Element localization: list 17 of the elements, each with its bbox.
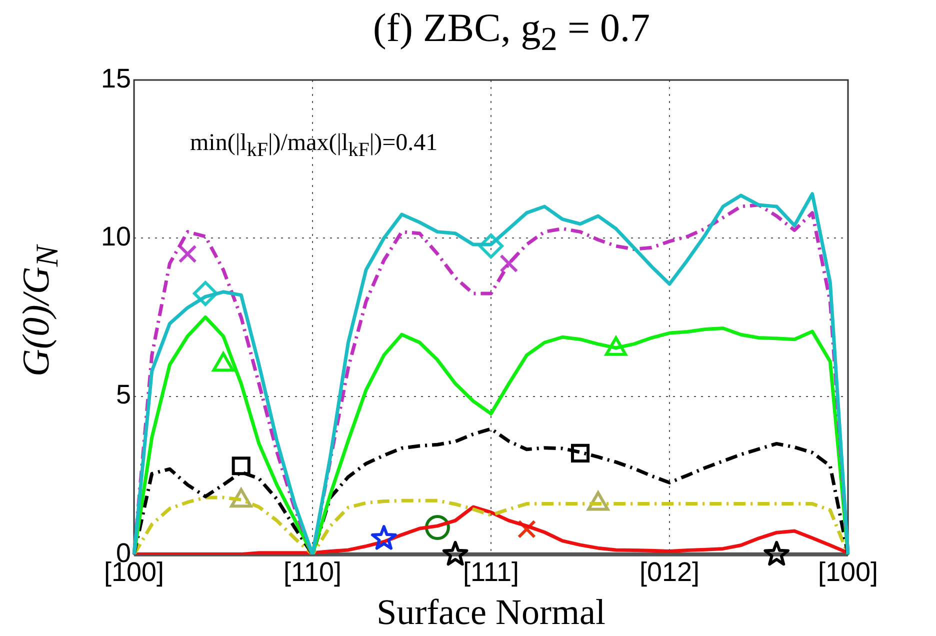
point xyxy=(232,456,250,476)
chart-title: (f) ZBC, g$_{2}$ = 0.7 xyxy=(372,4,651,59)
point xyxy=(478,234,504,259)
y-tick-label: 10 xyxy=(100,222,132,252)
annotation: min(|l$_{kF}$|)/max(|l$_{kF}$|)=0.41 xyxy=(190,130,438,162)
point xyxy=(192,280,218,306)
point xyxy=(371,525,397,550)
point xyxy=(178,244,197,264)
point xyxy=(570,444,590,462)
x-tick-label: [012] xyxy=(639,557,700,588)
x-axis-title: Surface Normal xyxy=(376,592,606,632)
x-tick-label: [111] xyxy=(462,557,520,588)
point xyxy=(764,540,790,566)
x-tick-label: [100] xyxy=(818,557,878,588)
x-tick-label: [110] xyxy=(283,557,342,588)
y-tick-label: 5 xyxy=(116,380,132,410)
y-tick-label: 15 xyxy=(100,63,132,94)
